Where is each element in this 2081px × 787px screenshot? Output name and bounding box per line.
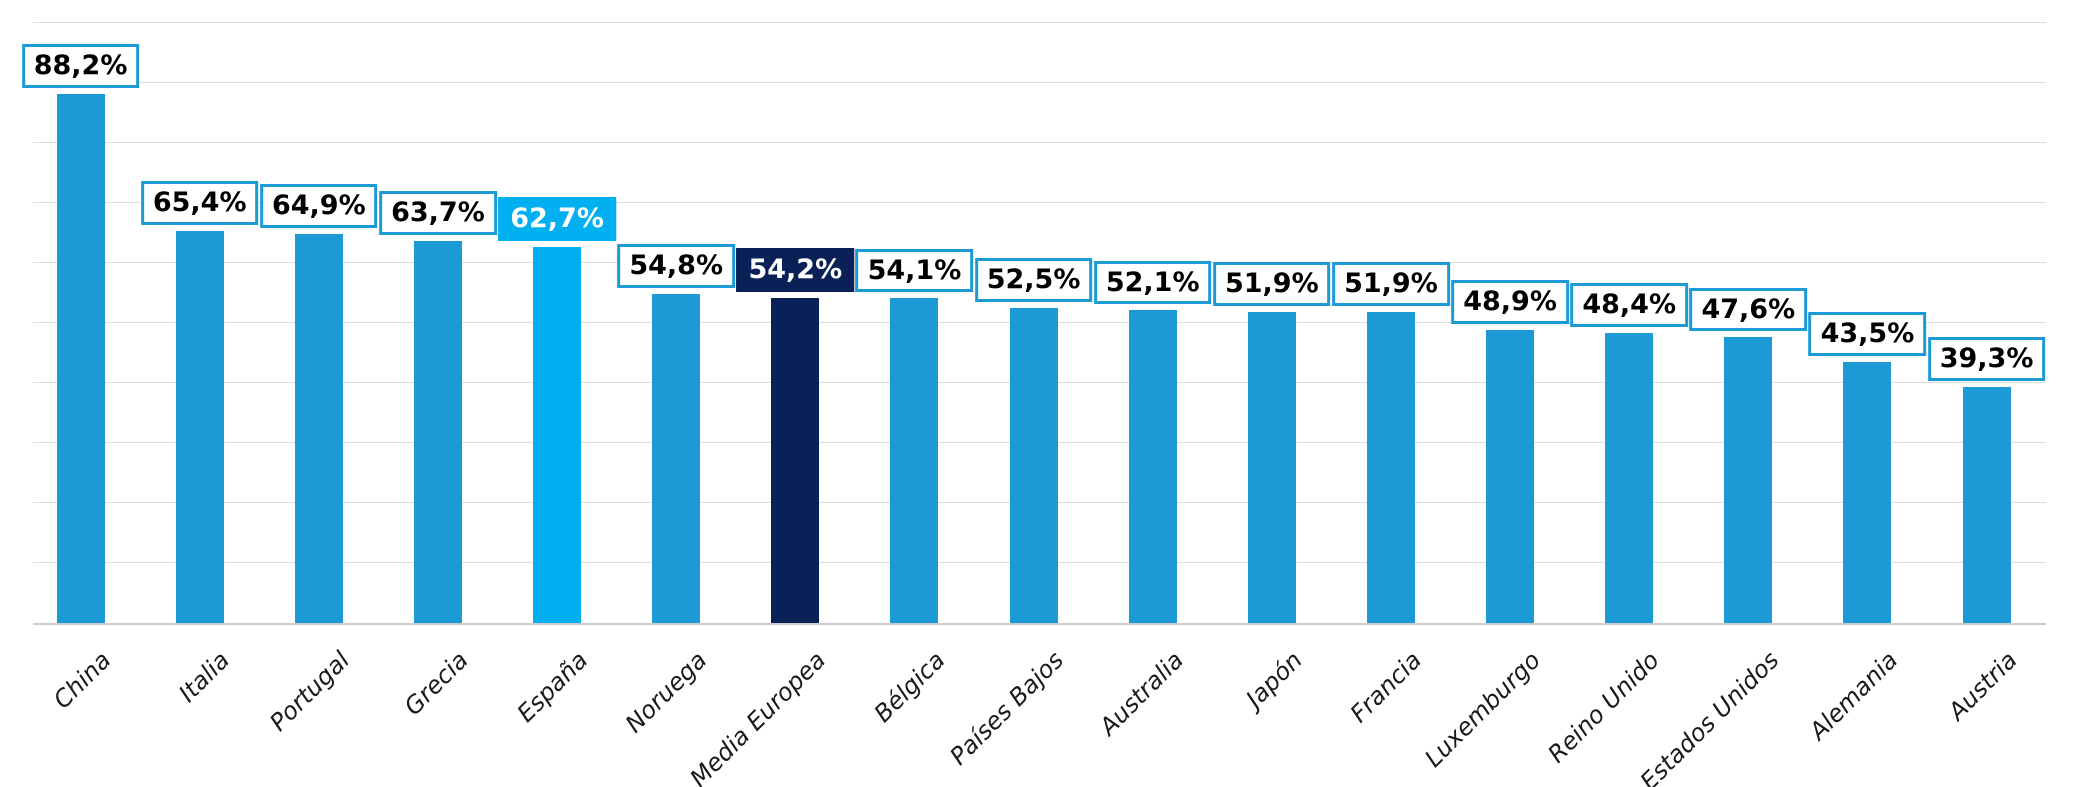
category-slot-paises-bajos: Países Bajos [945,632,1093,787]
value-label-japon: 51,9% [1212,261,1331,306]
value-label-paises-bajos: 52,5% [974,258,1093,302]
category-slot-belgica: Bélgica [855,632,974,787]
bar-slot-espana: 62,7% [498,0,617,623]
category-slot-espana: España [498,632,617,787]
bar-slot-japon: 51,9% [1212,0,1331,623]
gridline-100pct [33,22,2046,23]
category-label-australia: Australia [1093,646,1189,741]
bar-austria [1962,387,2011,623]
category-label-italia: Italia [173,646,236,708]
bar-japon [1247,311,1296,623]
category-slot-austria: Austria [1927,632,2046,787]
value-label-media-europea: 54,2% [736,248,855,292]
bar-china [56,93,105,623]
value-label-noruega: 54,8% [617,244,736,289]
value-label-estados-unidos: 47,6% [1689,287,1808,332]
value-label-china: 88,2% [21,44,140,88]
bar-italia [175,230,224,623]
value-label-austria: 39,3% [1927,337,2046,382]
value-label-portugal: 64,9% [259,183,378,228]
category-slot-italia: Italia [140,632,259,787]
value-label-francia: 51,9% [1332,261,1450,306]
bar-slot-alemania: 43,5% [1808,0,1927,623]
value-label-espana: 62,7% [498,197,616,241]
category-label-alemania: Alemania [1803,646,1904,746]
bar-slot-australia: 52,1% [1093,0,1212,623]
bar-slot-noruega: 54,8% [617,0,736,623]
category-slot-luxemburgo: Luxemburgo [1419,632,1570,787]
category-label-noruega: Noruega [619,646,712,739]
bar-espana [533,246,582,623]
x-axis-line [33,623,2046,625]
category-slot-grecia: Grecia [378,632,497,787]
value-label-grecia: 63,7% [379,191,497,235]
bar-reino-unido [1605,332,1654,623]
category-slot-portugal: Portugal [259,632,378,787]
category-label-japon: Japón [1240,646,1308,714]
bar-slot-italia: 65,4% [140,0,259,623]
category-label-espana: España [511,646,593,728]
category-slot-japon: Japón [1212,632,1331,787]
bar-slot-francia: 51,9% [1331,0,1450,623]
category-label-portugal: Portugal [263,646,355,737]
bar-estados-unidos [1724,337,1773,623]
bar-noruega [652,294,701,623]
bar-slot-estados-unidos: 47,6% [1689,0,1808,623]
bars-container: 88,2% 65,4% 64,9% 63,7% 62,7% 54,8% 54,2% 54,1%… [21,0,2046,623]
bar-slot-portugal: 64,9% [259,0,378,623]
category-slot-china: China [21,632,140,787]
category-slot-media-europea: Media Europea [684,632,855,787]
bar-alemania [1843,362,1892,623]
bar-francia [1366,311,1415,623]
category-slot-estados-unidos: Estados Unidos [1634,632,1808,787]
category-label-austria: Austria [1942,646,2023,726]
bar-belgica [890,298,939,623]
bar-portugal [294,233,343,623]
category-label-china: China [48,646,117,715]
gridline-80pct [33,142,2046,143]
value-label-belgica: 54,1% [855,248,974,293]
bar-luxemburgo [1486,329,1535,623]
value-label-luxemburgo: 48,9% [1451,279,1569,324]
bar-slot-media-europea: 54,2% [736,0,855,623]
bar-slot-austria: 39,3% [1927,0,2046,623]
bar-paises-bajos [1009,308,1058,623]
bar-slot-reino-unido: 48,4% [1570,0,1689,623]
value-label-reino-unido: 48,4% [1570,282,1689,327]
value-label-australia: 52,1% [1093,260,1212,305]
category-label-francia: Francia [1344,646,1427,729]
category-axis: China Italia Portugal Grecia España Noruega Me… [21,632,2046,787]
bar-slot-paises-bajos: 52,5% [974,0,1093,623]
category-slot-australia: Australia [1093,632,1212,787]
bar-slot-grecia: 63,7% [378,0,497,623]
category-label-belgica: Bélgica [868,646,951,728]
category-label-grecia: Grecia [398,646,474,721]
bar-slot-luxemburgo: 48,9% [1451,0,1570,623]
gridline-70pct [33,202,2046,203]
bar-slot-belgica: 54,1% [855,0,974,623]
value-label-alemania: 43,5% [1808,312,1927,356]
bar-media-europea [771,297,820,623]
value-label-italia: 65,4% [140,180,259,225]
bar-slot-china: 88,2% [21,0,140,623]
plot-area: 88,2% 65,4% 64,9% 63,7% 62,7% 54,8% 54,2% 54,1%… [21,0,2046,625]
bar-australia [1128,310,1177,623]
category-slot-alemania: Alemania [1804,632,1927,787]
bar-grecia [413,240,462,623]
gridline-90pct [33,82,2046,83]
